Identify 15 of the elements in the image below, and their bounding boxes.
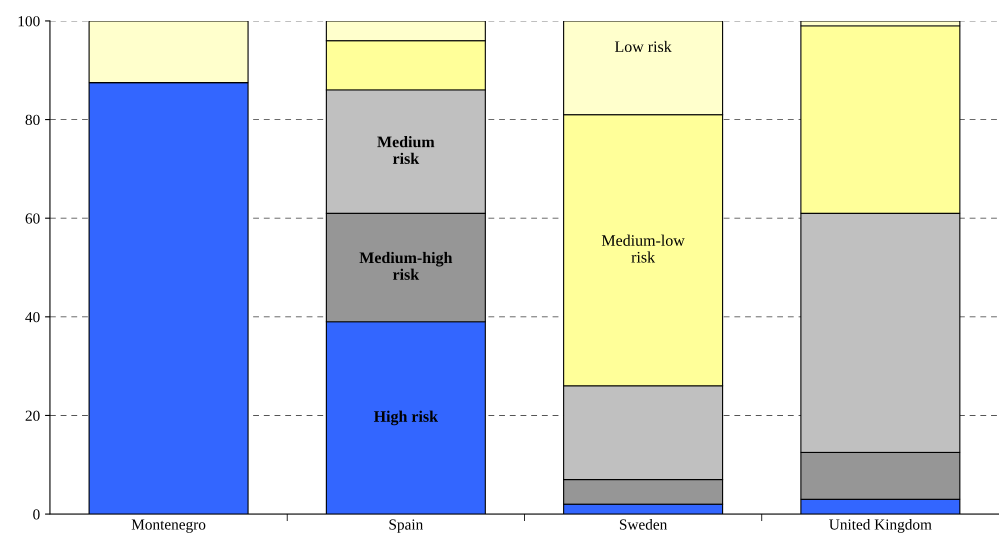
x-tick-label: Spain [389,519,424,533]
annotation: Medium risk [377,136,434,164]
y-tick-label: 80 [26,114,40,126]
y-tick-label: 60 [26,213,40,224]
annotation: Low risk [614,40,672,52]
y-tick-label: 0 [33,509,40,520]
x-tick-label: United Kingdom [829,518,932,533]
x-tick-label: Montenegro [132,520,206,533]
y-tick-label: 100 [18,16,40,26]
annotation: Medium-low risk [602,234,685,263]
annotation: Medium-high risk [360,252,452,280]
y-tick-label: 40 [25,312,40,322]
annotation: High risk [374,410,438,426]
y-tick-label: 20 [26,410,40,421]
x-tick-label: Sweden [620,518,668,530]
